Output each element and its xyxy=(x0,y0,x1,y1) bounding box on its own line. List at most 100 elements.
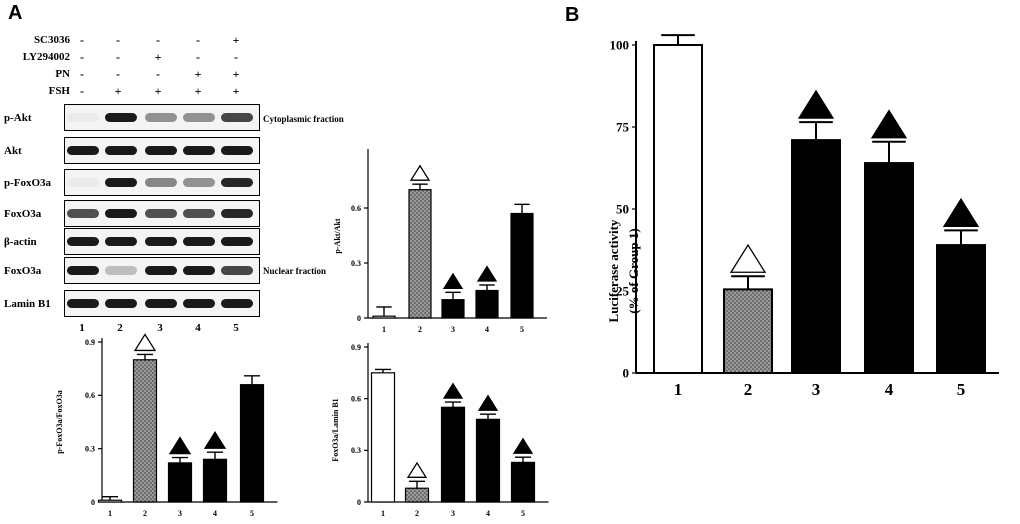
treatment-label: SC3036 xyxy=(33,34,70,46)
panel-a-label: A xyxy=(8,2,23,24)
x-tick-label: 1 xyxy=(381,509,385,518)
bar xyxy=(167,462,193,503)
blot-strip xyxy=(64,228,260,255)
x-tick-label: 5 xyxy=(521,509,525,518)
blot-label: Akt xyxy=(4,145,22,157)
p-akt-chart: 0 0.3 0.6 1 2 3 4 5 p-Akt/Akt xyxy=(333,149,547,334)
treatment-mark: - xyxy=(116,33,120,47)
bar xyxy=(202,458,228,503)
treatment-label: PN xyxy=(55,68,70,80)
treatment-mark: + xyxy=(114,84,122,98)
blot-band xyxy=(67,299,99,308)
significance-marker-filled xyxy=(870,109,908,139)
y-axis-label-secondary: (% of Group 1) xyxy=(626,228,641,313)
treatment-mark: + xyxy=(194,84,202,98)
blot-band xyxy=(105,237,137,246)
bar xyxy=(510,212,534,319)
treatment-mark: + xyxy=(194,67,202,81)
treatment-mark: - xyxy=(196,33,200,47)
x-tick-label: 2 xyxy=(744,380,753,399)
fraction-label: Nuclear fraction xyxy=(263,266,327,276)
treatment-label: FSH xyxy=(48,85,70,97)
x-tick-label: 1 xyxy=(674,380,683,399)
significance-marker-filled xyxy=(168,436,192,455)
y-tick-label: 50 xyxy=(616,202,629,217)
treatment-mark: + xyxy=(232,67,240,81)
significance-marker-open xyxy=(133,333,157,352)
bar xyxy=(132,359,158,503)
y-axis-label: p-FoxO3a/FoxO3a xyxy=(55,390,64,454)
bar xyxy=(475,418,501,503)
bar xyxy=(791,139,841,374)
treatment-mark: + xyxy=(154,50,162,64)
fraction-label: Cytoplasmic fraction xyxy=(263,114,344,124)
y-tick-label: 0 xyxy=(357,314,361,323)
blot-band xyxy=(221,146,253,155)
significance-marker-filled xyxy=(442,382,464,399)
blot-strip xyxy=(64,104,260,131)
x-tick-label: 5 xyxy=(250,509,254,518)
y-tick-label: 0.3 xyxy=(351,446,361,455)
significance-marker-filled xyxy=(512,437,534,454)
blot-band xyxy=(221,237,253,246)
y-axis-label: Luciferase activity xyxy=(606,219,621,322)
y-tick-label: 0.3 xyxy=(351,259,361,268)
y-tick-label: 0.6 xyxy=(351,394,361,403)
blot-band xyxy=(145,113,177,122)
y-axis-label: FoxO3a/Lamin B1 xyxy=(331,398,340,461)
x-tick-label: 1 xyxy=(382,325,386,334)
blot-band xyxy=(105,113,137,122)
treatment-mark: + xyxy=(154,84,162,98)
bar xyxy=(510,461,536,503)
y-tick-label: 0.3 xyxy=(85,444,95,453)
x-tick-label: 5 xyxy=(957,380,966,399)
blot-band xyxy=(183,178,215,187)
blot-band xyxy=(105,178,137,187)
x-tick-label: 1 xyxy=(108,509,112,518)
blot-band xyxy=(105,266,137,275)
blot-strip xyxy=(64,257,260,284)
blot-strip xyxy=(64,200,260,227)
y-tick-label: 0.6 xyxy=(85,391,95,400)
lane-number: 2 xyxy=(117,322,123,334)
blot-label: p-FoxO3a xyxy=(4,177,52,189)
treatment-mark: - xyxy=(116,67,120,81)
y-tick-label: 0 xyxy=(357,498,361,507)
treatment-mark: - xyxy=(116,50,120,64)
treatment-label: LY294002 xyxy=(22,51,70,63)
significance-marker-open xyxy=(729,243,767,273)
bar xyxy=(370,372,396,503)
significance-marker-filled xyxy=(203,430,227,449)
blot-band xyxy=(183,237,215,246)
y-tick-label: 0.9 xyxy=(85,338,95,347)
bar xyxy=(408,189,432,319)
blot-band xyxy=(67,178,99,187)
blot-band xyxy=(183,209,215,218)
blot-band xyxy=(145,266,177,275)
x-tick-label: 2 xyxy=(415,509,419,518)
bar xyxy=(936,244,986,374)
significance-marker-open xyxy=(406,461,428,478)
y-tick-label: 0.9 xyxy=(351,343,361,352)
x-tick-label: 2 xyxy=(143,509,147,518)
blot-label: p-Akt xyxy=(4,112,32,124)
treatment-mark: - xyxy=(80,67,84,81)
blot-label: FoxO3a xyxy=(4,208,42,220)
y-tick-label: 75 xyxy=(616,120,630,135)
blot-band xyxy=(221,113,253,122)
treatment-mark: - xyxy=(196,50,200,64)
treatment-mark: + xyxy=(232,84,240,98)
treatment-mark: - xyxy=(80,84,84,98)
x-tick-label: 5 xyxy=(520,325,524,334)
x-tick-label: 4 xyxy=(213,509,217,518)
treatment-mark: - xyxy=(156,33,160,47)
significance-marker-filled xyxy=(797,89,835,119)
bar xyxy=(723,288,773,374)
blot-band xyxy=(67,146,99,155)
significance-marker-filled xyxy=(476,265,498,282)
blot-band xyxy=(145,237,177,246)
bar xyxy=(97,499,123,503)
y-tick-label: 100 xyxy=(610,38,630,53)
treatment-mark: + xyxy=(232,33,240,47)
